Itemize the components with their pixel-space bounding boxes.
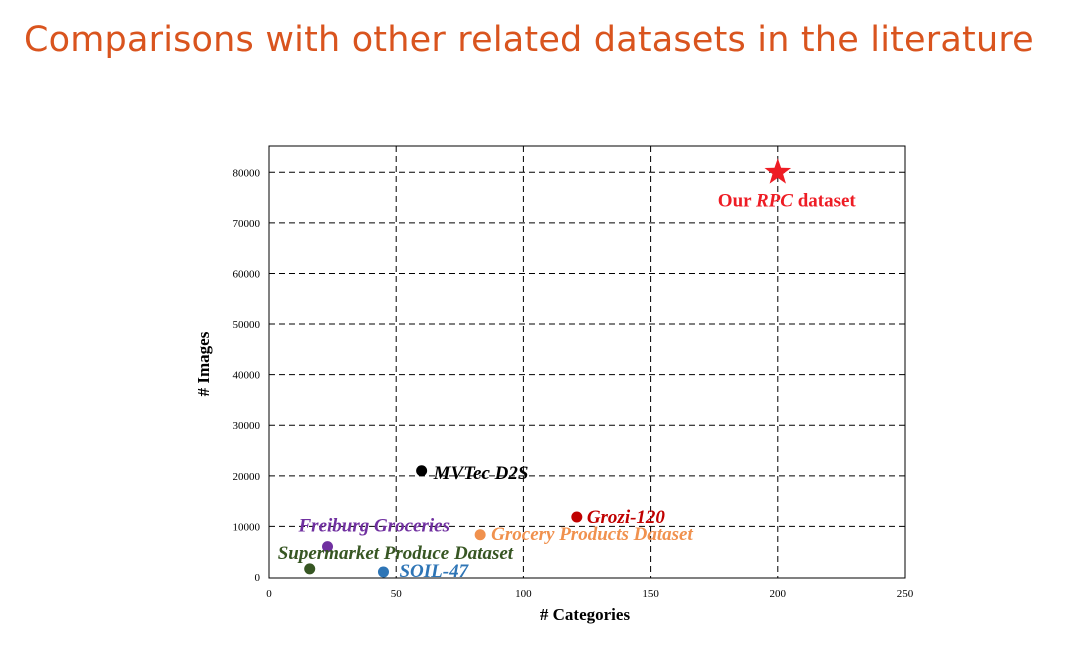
- point-marker: [416, 465, 428, 477]
- point-label: Grozi-120: [587, 507, 666, 528]
- y-axis-label: # Images: [194, 331, 213, 396]
- point-marker: [304, 563, 316, 575]
- point-marker: [571, 511, 583, 523]
- point-label: SOIL-47: [399, 561, 469, 582]
- x-tick-label: 100: [515, 588, 532, 600]
- x-tick-label: 0: [266, 588, 272, 600]
- slide-title: Comparisons with other related datasets …: [24, 20, 1034, 60]
- y-tick-label: 80000: [233, 167, 261, 179]
- x-tick-label: 150: [642, 588, 659, 600]
- y-tick-label: 70000: [233, 218, 261, 230]
- point-label: Freiburg Groceries: [298, 516, 450, 537]
- point-label: Grocery Products Dataset: [491, 524, 693, 545]
- x-tick-label: 50: [391, 588, 403, 600]
- y-tick-label: 50000: [233, 319, 261, 331]
- y-tick-label: 60000: [233, 268, 261, 280]
- plot-frame: [268, 145, 906, 579]
- y-tick-label: 10000: [233, 521, 261, 533]
- point-label-part: RPC: [755, 190, 793, 211]
- y-tick-label: 30000: [233, 420, 261, 432]
- x-tick-label: 250: [897, 588, 914, 600]
- point-label-part: Our: [718, 190, 756, 211]
- y-tick-label: 20000: [233, 471, 261, 483]
- y-tick-labels: 0 10000 20000 30000 40000 50000 60000 70000 8000…: [233, 167, 261, 584]
- point-marker: [474, 529, 486, 541]
- data-points: Our RPC dataset MVTec D2S Grozi-120Grocery…: [278, 158, 857, 582]
- point-label: MVTec D2S: [433, 463, 529, 484]
- y-tick-label: 40000: [233, 370, 261, 382]
- y-tick-label: 0: [255, 572, 261, 584]
- x-tick-labels: 0 50 100 150 200 250: [266, 588, 914, 600]
- point-label: Our RPC dataset: [718, 190, 857, 211]
- point-label-part: dataset: [793, 190, 856, 211]
- point-label: Supermarket Produce Dataset: [278, 543, 514, 564]
- rpc-star-marker: [764, 158, 792, 184]
- x-axis-label: # Categories: [540, 605, 631, 624]
- grid-lines: [269, 146, 905, 578]
- point-marker: [322, 541, 334, 553]
- point-marker: [377, 566, 389, 578]
- x-tick-label: 200: [770, 588, 787, 600]
